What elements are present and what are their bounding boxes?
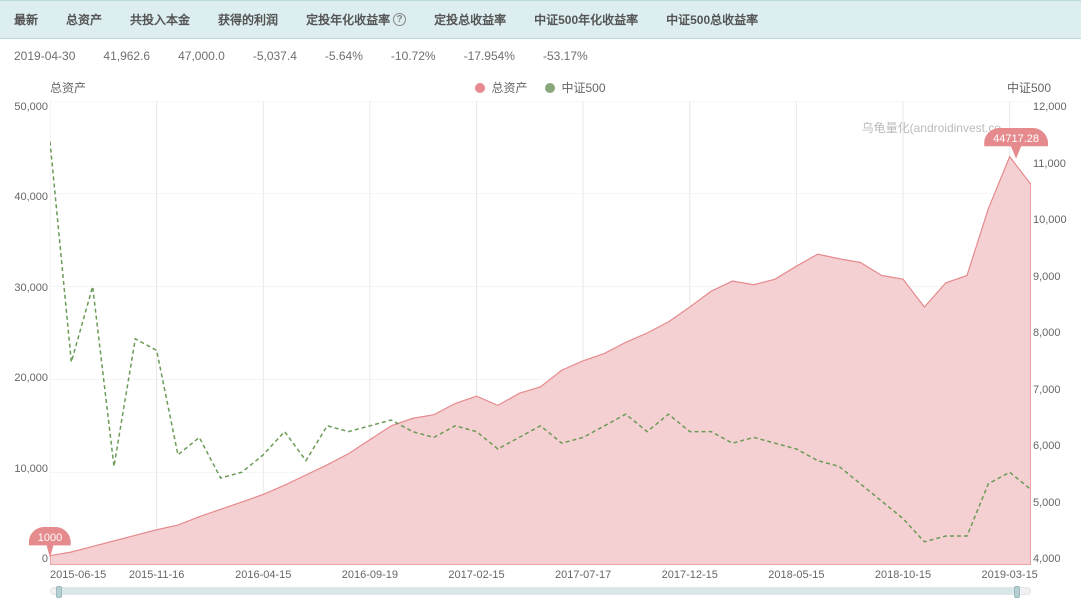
y-right-tick-label: 5,000 [1033, 497, 1081, 509]
scrollbar-handle-right[interactable] [1014, 586, 1020, 598]
x-tick-label: 2015-06-15 [50, 569, 106, 581]
x-tick-label: 2016-09-19 [342, 569, 398, 581]
y-right-tick-label: 12,000 [1033, 101, 1081, 113]
y-right-tick-label: 7,000 [1033, 384, 1081, 396]
table-header-cell: 获得的利润 [204, 1, 292, 38]
table-header-row: 最新总资产共投入本金获得的利润定投年化收益率?定投总收益率中证500年化收益率中… [0, 0, 1081, 39]
y-right-tick-label: 8,000 [1033, 327, 1081, 339]
x-axis-labels: 2015-06-15 2015-11-16 2016-04-15 2016-09-19… [50, 569, 1031, 589]
table-header-cell: 定投年化收益率? [292, 1, 420, 38]
y-left-tick-label: 30,000 [0, 282, 48, 294]
help-icon[interactable]: ? [393, 13, 406, 26]
x-tick-label: 2017-02-15 [448, 569, 504, 581]
table-header-cell: 总资产 [52, 1, 116, 38]
y-left-tick-label: 10,000 [0, 463, 48, 475]
x-tick-label: 2015-11-16 [129, 569, 184, 581]
table-data-cell: -5.64% [311, 39, 377, 73]
x-tick-label: 2019-03-15 [982, 569, 1038, 581]
table-header-cell: 最新 [0, 1, 52, 38]
scrollbar-handle-left[interactable] [56, 586, 62, 598]
y-right-tick-label: 11,000 [1033, 158, 1081, 170]
y-left-tick-label: 50,000 [0, 101, 48, 113]
y-left-tick-label: 0 [0, 553, 48, 565]
table-data-cell: -53.17% [529, 39, 602, 73]
y-right-tick-label: 9,000 [1033, 271, 1081, 283]
y-right-tick-label: 10,000 [1033, 214, 1081, 226]
scrollbar-thumb[interactable] [56, 588, 1020, 594]
table-header-cell: 中证500总收益率 [652, 1, 772, 38]
x-tick-label: 2017-07-17 [555, 569, 611, 581]
chart-range-scrollbar[interactable] [50, 587, 1031, 595]
y-right-tick-label: 6,000 [1033, 440, 1081, 452]
plot-region[interactable]: 100044717.28 [50, 101, 1031, 565]
table-data-cell: -10.72% [377, 39, 450, 73]
x-tick-label: 2016-04-15 [235, 569, 291, 581]
table-data-cell: 41,962.6 [89, 39, 164, 73]
chart-svg [50, 101, 1031, 565]
legend-item[interactable]: 中证500 [545, 79, 605, 96]
legend-dot [475, 83, 485, 93]
chart-legend[interactable]: 总资产 中证500 [0, 79, 1081, 96]
y-left-tick-label: 40,000 [0, 191, 48, 203]
table-data-cell: 2019-04-30 [0, 39, 89, 73]
legend-label: 中证500 [561, 79, 605, 96]
chart-area: 总资产 中证500 总资产中证500 乌龟量化(androidinvest.co… [0, 73, 1081, 593]
x-tick-label: 2017-12-15 [662, 569, 718, 581]
table-data-cell: -17.954% [450, 39, 529, 73]
table-header-cell: 共投入本金 [116, 1, 204, 38]
y-right-tick-label: 4,000 [1033, 553, 1081, 565]
x-tick-label: 2018-05-15 [768, 569, 824, 581]
legend-label: 总资产 [491, 79, 527, 96]
y-right-axis-labels: 12,000 11,000 10,000 9,000 8,000 7,000 6,000 5,… [1033, 101, 1081, 565]
y-left-axis-labels: 50,000 40,000 30,000 20,000 10,000 0 [0, 101, 48, 565]
y-left-tick-label: 20,000 [0, 372, 48, 384]
table-data-cell: -5,037.4 [239, 39, 311, 73]
legend-dot [545, 83, 555, 93]
table-data-cell: 47,000.0 [164, 39, 239, 73]
legend-item[interactable]: 总资产 [475, 79, 527, 96]
x-tick-label: 2018-10-15 [875, 569, 931, 581]
table-header-cell: 中证500年化收益率 [520, 1, 652, 38]
table-header-cell: 定投总收益率 [420, 1, 520, 38]
table-data-row: 2019-04-3041,962.647,000.0-5,037.4-5.64%… [0, 39, 1081, 73]
